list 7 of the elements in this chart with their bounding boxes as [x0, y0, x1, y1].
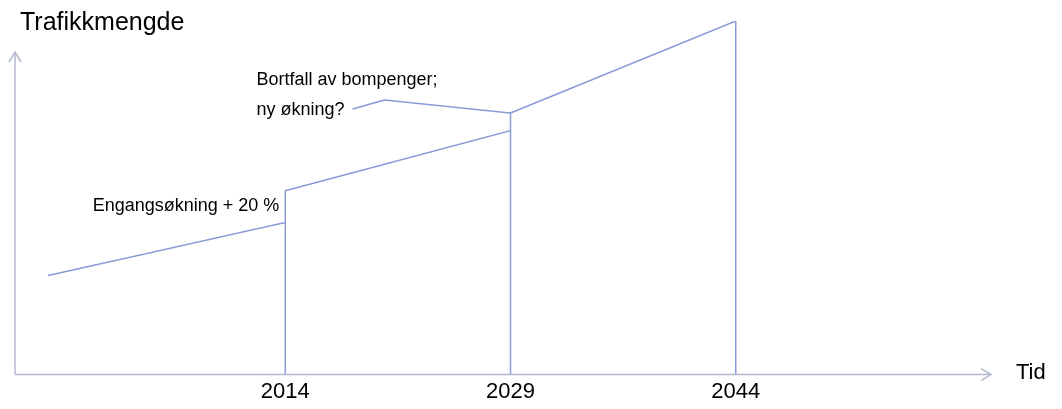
x-tick-label: 2014: [260, 377, 310, 403]
x-axis-title: Tid: [1016, 358, 1046, 384]
x-tick-label: 2029: [486, 377, 535, 403]
x-tick-label: 2044: [711, 377, 761, 403]
annotation: Bortfall av bompenger; ny økning?: [256, 68, 438, 119]
annotation: Engangsøkning + 20 %: [92, 194, 280, 215]
y-axis-title: Trafikkmengde: [20, 7, 185, 35]
